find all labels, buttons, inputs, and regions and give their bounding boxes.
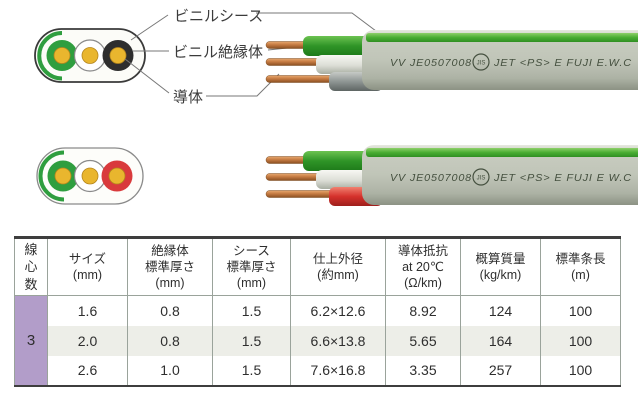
cell-length: 100: [540, 355, 621, 386]
cell-size: 1.6: [47, 295, 128, 326]
green-wire: [303, 151, 377, 171]
cable-diagram: ビニルシース ビニル絶縁体 導体 VV JE0507008 JIS JET <P…: [34, 8, 638, 206]
jis-mark-circle: [472, 168, 490, 186]
cell-length: 100: [540, 295, 621, 326]
wire-green-conductor: [53, 47, 71, 64]
col-header-finished-od: 仕上外径 (約mm): [290, 237, 386, 296]
cell-sheath: 1.5: [212, 295, 291, 326]
jis-mark-text: JIS: [477, 176, 486, 182]
header-row: 線心数 サイズ (mm) 絶縁体 標準厚さ (mm) シース 標準厚さ (mm)…: [14, 237, 621, 296]
green-earth-stripe: [38, 150, 65, 202]
table-row: 3 1.6 0.8 1.5 6.2×12.6 8.92 124 100: [14, 295, 621, 386]
cell-od: 7.6×16.8: [290, 355, 386, 386]
cell-mass: 164: [460, 325, 541, 356]
cell-insulation: 1.0: [127, 355, 213, 386]
cell-resistance: 5.65: [385, 325, 461, 356]
wire-black-conductor: [109, 47, 127, 64]
cable-print-right: JET <PS> E FUJI E.W.C: [493, 57, 632, 69]
cell-size: 2.0: [47, 325, 128, 356]
col-header-conductor-resistance: 導体抵抗 at 20℃ (Ω/km): [385, 237, 461, 296]
cell-size: 2.6: [47, 355, 128, 386]
label-vinyl-insulation: ビニル絶縁体: [173, 44, 263, 61]
cable-sheath: [362, 145, 638, 205]
core-count-cell: 3: [14, 295, 48, 386]
cell-insulation: 0.8: [127, 295, 213, 326]
wire-white-conductor: [81, 167, 99, 185]
jis-mark-circle: [472, 53, 490, 71]
green-earth-stripe: [37, 31, 63, 81]
cross-section-black-type: [34, 28, 146, 83]
cell-mass: 124: [460, 295, 541, 326]
cell-od: 6.2×12.6: [290, 295, 386, 326]
green-wire: [303, 36, 377, 56]
cell-resistance: 3.35: [385, 355, 461, 386]
copper-conductor: [265, 190, 339, 198]
col-header-approx-mass: 概算質量 (kg/km): [460, 237, 541, 296]
col-header-standard-length: 標準条長 (m): [540, 237, 621, 296]
cross-section-red-type: [36, 147, 144, 205]
spec-table: 線心数 サイズ (mm) 絶縁体 標準厚さ (mm) シース 標準厚さ (mm)…: [14, 236, 621, 387]
cable-sheath: [362, 30, 638, 90]
cell-length: 100: [540, 325, 621, 356]
cable-print-right: JET <PS> E FUJI E W.C: [493, 172, 632, 184]
copper-conductor: [265, 75, 339, 83]
table-row: 2.6 1.0 1.5 7.6×16.8 3.35 257 100: [15, 355, 621, 386]
col-header-insulation-thickness: 絶縁体 標準厚さ (mm): [127, 237, 213, 296]
cell-mass: 257: [460, 355, 541, 386]
sheath-green-stripe: [366, 148, 638, 157]
wire-red-conductor: [108, 167, 126, 185]
cell-od: 6.6×13.8: [290, 325, 386, 356]
wire-green-conductor: [54, 167, 72, 185]
col-header-size: サイズ (mm): [47, 237, 128, 296]
col-header-core-count-text: 線心数: [24, 241, 38, 292]
sheath-leader-left: [130, 14, 169, 41]
wire-white-conductor: [81, 47, 99, 64]
cell-sheath: 1.5: [212, 355, 291, 386]
label-conductor: 導体: [173, 89, 203, 106]
col-header-core-count: 線心数: [14, 237, 48, 296]
table-row: 2.0 0.8 1.5 6.6×13.8 5.65 164 100: [15, 325, 621, 356]
jis-mark-text: JIS: [477, 61, 486, 67]
cable-print-left: VV JE0507008: [390, 57, 472, 69]
cable-photo-red-type: VV JE0507008 JIS JET <PS> E FUJI E W.C: [265, 145, 638, 206]
col-header-sheath-thickness: シース 標準厚さ (mm): [212, 237, 291, 296]
cell-resistance: 8.92: [385, 295, 461, 326]
cell-insulation: 0.8: [127, 325, 213, 356]
conductor-leader-left: [124, 58, 170, 94]
label-vinyl-sheath: ビニルシース: [174, 8, 263, 25]
sheath-green-stripe: [366, 33, 638, 42]
sheath-leader-right: [256, 12, 385, 38]
cell-sheath: 1.5: [212, 325, 291, 356]
cable-print-left: VV JE0507008: [390, 172, 472, 184]
cable-photo-black-type: VV JE0507008 JIS JET <PS> E FUJI E.W.C: [265, 30, 638, 91]
